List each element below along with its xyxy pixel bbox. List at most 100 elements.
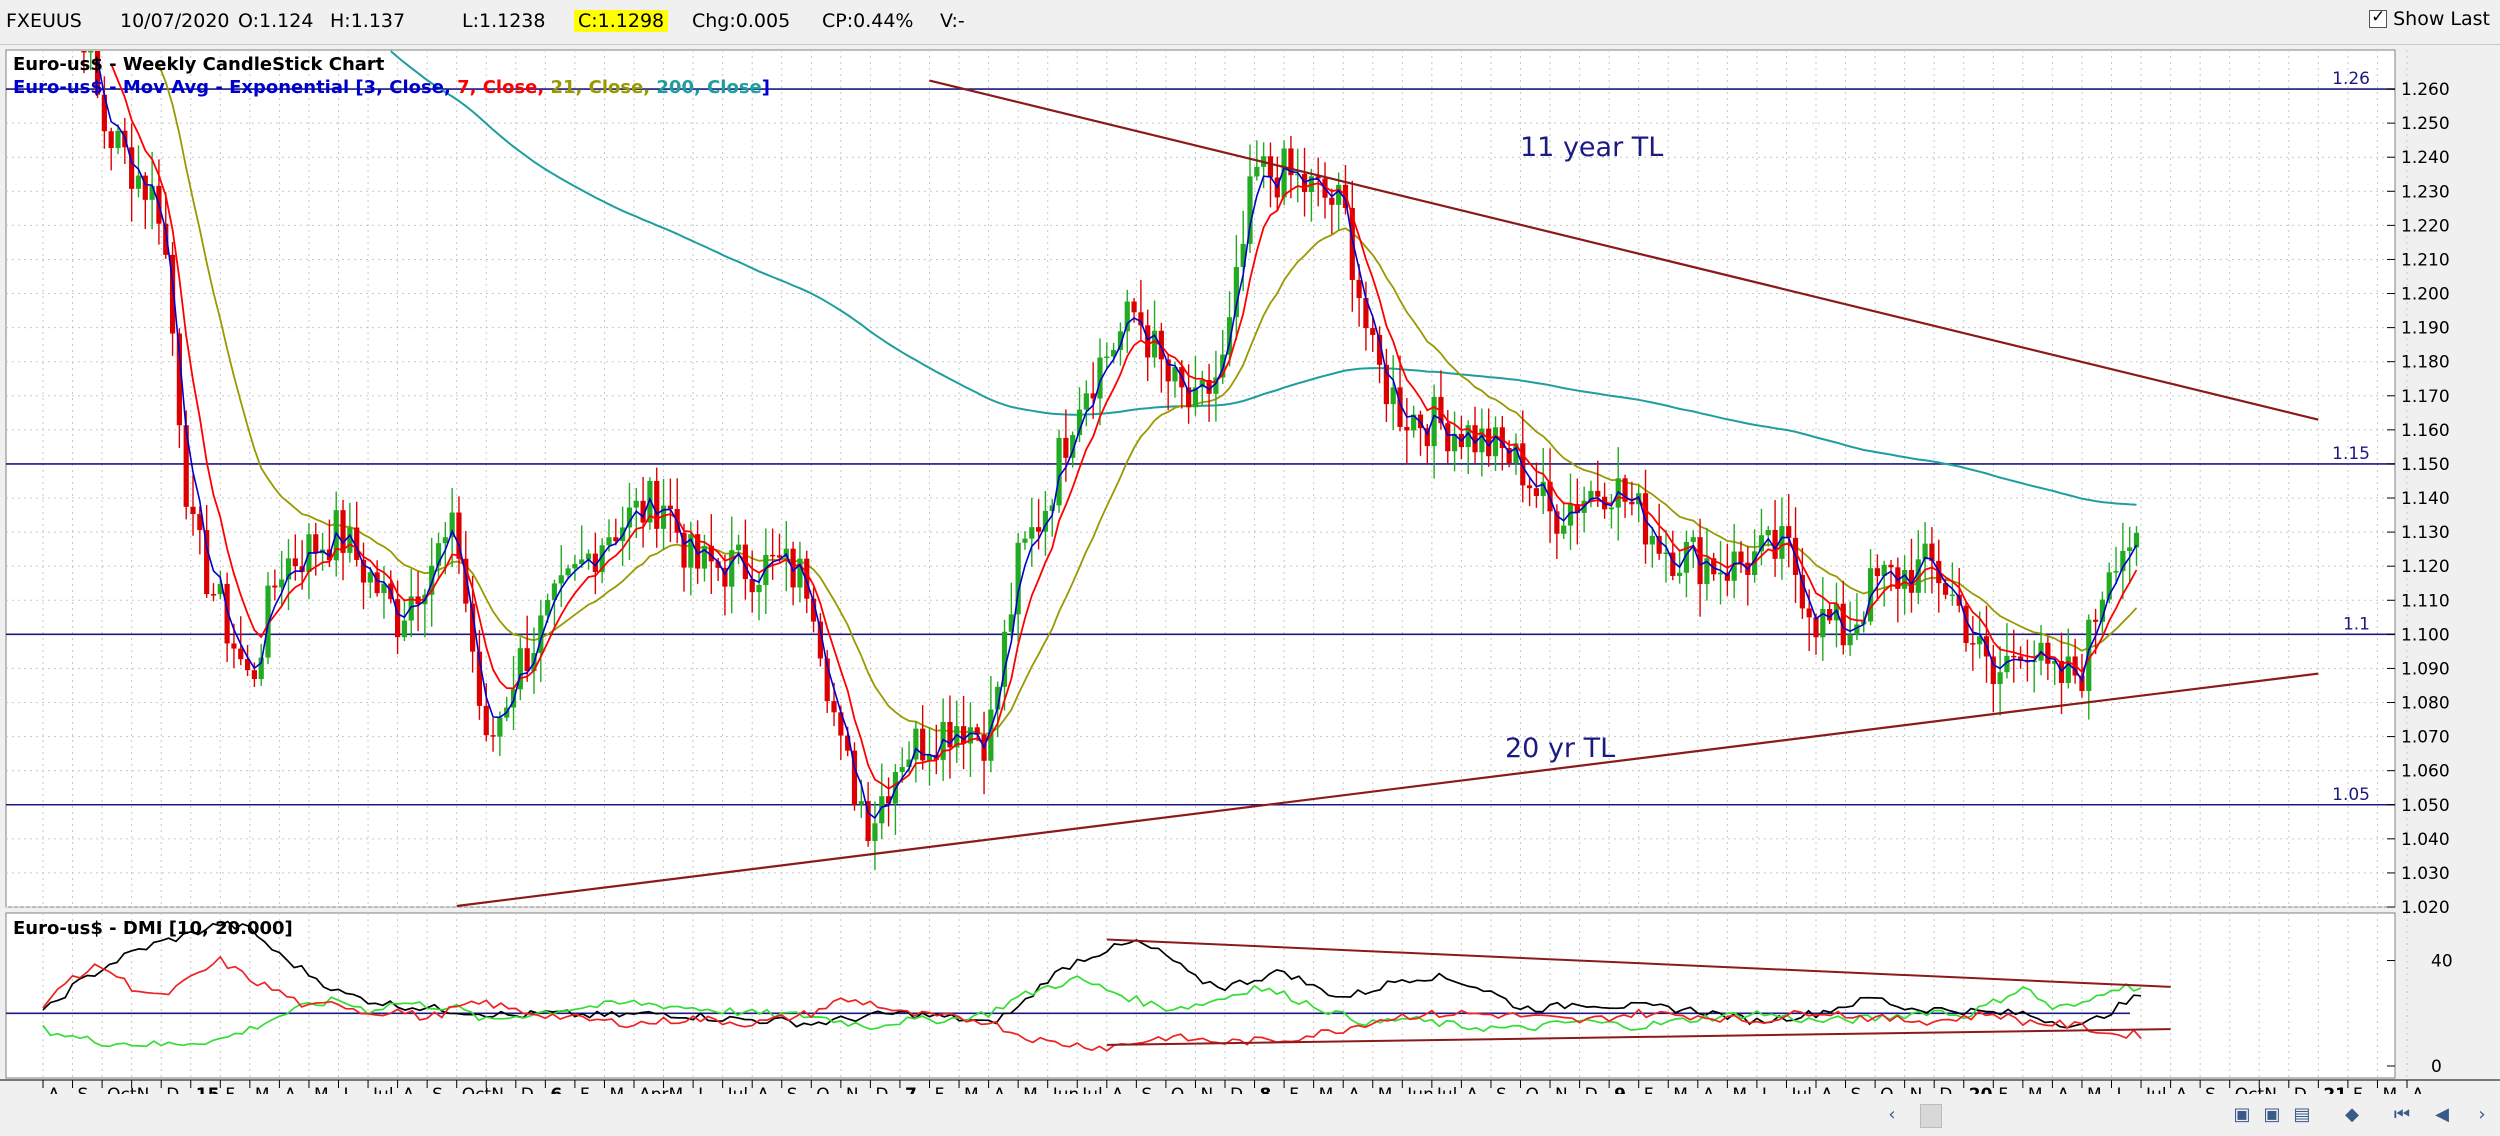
time-tick-label: O (1171, 1085, 1184, 1094)
candle-body (1111, 350, 1117, 357)
candle-body (1151, 330, 1158, 358)
show-last-checkbox[interactable] (2369, 7, 2388, 28)
candle-body (497, 717, 503, 737)
candle-body (1574, 504, 1580, 513)
candle-body (2065, 656, 2071, 683)
time-tick-label: S (2205, 1085, 2216, 1094)
time-tick-label: 8 (1260, 1085, 1272, 1094)
candle-body (135, 175, 142, 189)
time-tick-label: Jul (1790, 1085, 1812, 1094)
chart-subtitle: Euro-us$ - Mov Avg - Exponential [3, Clo… (13, 77, 770, 98)
candle-body (401, 620, 408, 638)
candle-body (1001, 631, 1008, 687)
time-tick-label: F (1289, 1085, 1299, 1094)
date-label: 10/07/2020 (120, 10, 230, 32)
candle-body (1206, 379, 1212, 394)
candle-body (1404, 426, 1410, 431)
time-tick-label: D (166, 1085, 179, 1094)
go-start-icon[interactable]: ⏮ (2393, 1104, 2411, 1125)
price-tick-label: 1.130 (2401, 523, 2450, 543)
scroll-left-icon[interactable]: ‹ (1888, 1104, 1896, 1125)
level-label: 1.05 (2332, 785, 2370, 805)
price-tick-label: 1.080 (2401, 694, 2450, 714)
candle-body (1267, 156, 1274, 178)
time-tick-label: O (1880, 1085, 1893, 1094)
zoom-out-icon[interactable]: ▣ (2233, 1104, 2251, 1125)
time-tick-label: Jun (1406, 1085, 1434, 1094)
zoom-in-icon[interactable]: ▣ (2263, 1104, 2281, 1125)
show-last-toggle[interactable]: Show Last (2369, 7, 2490, 30)
candle-body (1083, 393, 1089, 410)
candle-body (1383, 364, 1389, 405)
candle-body (1097, 357, 1103, 399)
volume-value: V:- (940, 10, 965, 32)
time-tick-label: S (432, 1085, 443, 1094)
time-tick-label: A (1466, 1085, 1478, 1094)
time-tick-label: F (2353, 1085, 2363, 1094)
candle-body (463, 558, 469, 604)
time-tick-label: M (669, 1085, 684, 1094)
chart-titles: Euro-us$ - Weekly CandleStick Chart Euro… (13, 54, 770, 939)
price-axis: 1.260 1.250 1.240 1.230 1.220 1.210 1.200 1.190… (2387, 80, 2450, 918)
price-tick-label: 1.070 (2401, 728, 2450, 748)
time-tick-label: S (1851, 1085, 1862, 1094)
candle-body (667, 505, 673, 510)
scrollbar-thumb[interactable] (1920, 1104, 1942, 1128)
time-tick-label: J (2116, 1085, 2122, 1094)
candle-body (913, 728, 919, 760)
time-tick-label: F (1644, 1085, 1654, 1094)
candle-body (1533, 488, 1540, 496)
zoom-fit-icon[interactable]: ▤ (2293, 1104, 2311, 1125)
candle-body (197, 514, 203, 531)
di_plus-line (42, 975, 2142, 1048)
time-tick-label: A (1112, 1085, 1124, 1094)
candle-body (926, 754, 933, 761)
trendline (929, 79, 2319, 421)
ema-21-path (158, 64, 2138, 736)
candle-body (783, 548, 789, 558)
candle-body (1874, 568, 1880, 577)
scroll-both-icon[interactable]: ◆ (2345, 1104, 2359, 1125)
candle-body (183, 425, 189, 507)
candle-body (1356, 279, 1362, 299)
time-tick-label: N (1200, 1085, 1213, 1094)
candle-body (2113, 571, 2119, 573)
time-tick-label: J (343, 1085, 349, 1094)
candle-body (967, 727, 974, 744)
candle-body (1315, 176, 1321, 179)
time-tick-label: Jul (2145, 1085, 2167, 1094)
level-label: 1.15 (2332, 444, 2370, 464)
candle-body (1758, 535, 1765, 552)
time-tick-label: 9 (1614, 1085, 1626, 1094)
candle-body (906, 759, 912, 768)
candle-body (879, 796, 885, 824)
candle-body (1370, 328, 1376, 335)
subtitle-part: 3, Close, (364, 77, 457, 98)
candle-body (633, 500, 639, 508)
candle-body (1663, 552, 1669, 555)
candle-body (1526, 485, 1533, 489)
time-tick-label: M (1732, 1085, 1747, 1094)
candle-body (1138, 312, 1144, 326)
chart-canvas[interactable]: 1.26 1.15 1.1 1.05 11 year TL 20 yr TL 1.260… (0, 44, 2500, 1094)
candle-body (1656, 535, 1662, 554)
candle-body (701, 545, 708, 569)
candle-body (1063, 437, 1069, 458)
dmi-title: Euro-us$ - DMI [10, 20.000] (13, 918, 293, 939)
candle-body (660, 505, 667, 529)
candle-body (1902, 570, 1908, 589)
time-tick-label: O (816, 1085, 829, 1094)
change-percent-value: CP:0.44% (822, 10, 914, 32)
candle-body (1908, 570, 1915, 593)
candle-body (190, 506, 196, 515)
step-forward-icon[interactable]: › (2478, 1104, 2486, 1125)
candle-body (1799, 574, 1805, 609)
candle-body (695, 534, 701, 569)
candle-body (1431, 396, 1437, 447)
step-back-icon[interactable]: ◀ (2435, 1104, 2449, 1125)
candle-body (224, 583, 230, 644)
candle-body (1254, 166, 1260, 177)
candle-body (1738, 551, 1744, 563)
time-tick-label: O (1526, 1085, 1539, 1094)
